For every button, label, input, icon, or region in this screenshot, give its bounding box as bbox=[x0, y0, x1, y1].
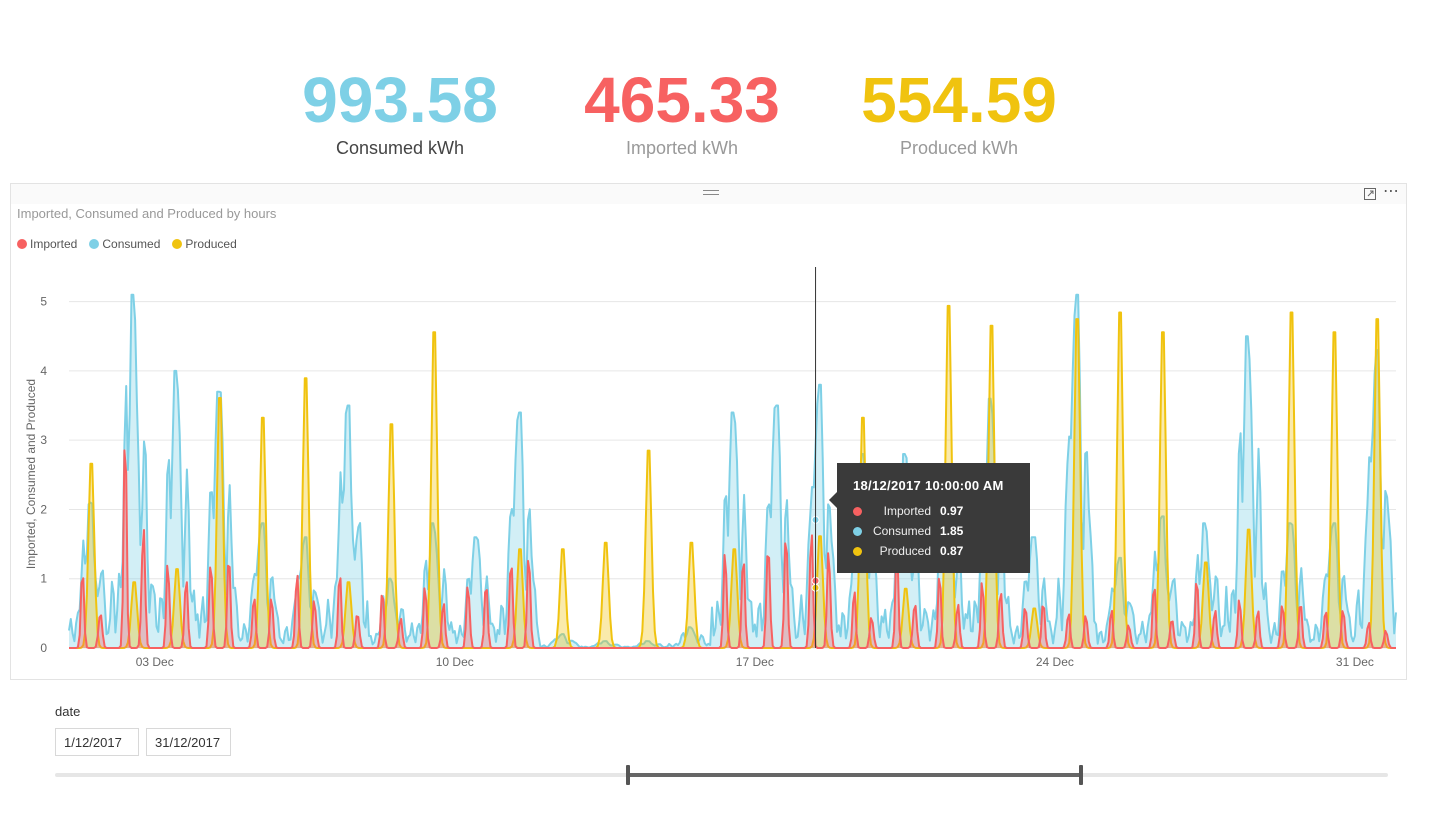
legend-dot-consumed bbox=[89, 239, 100, 249]
y-tick-label: 2 bbox=[40, 502, 47, 516]
tooltip-dot-consumed bbox=[853, 526, 862, 536]
focus-mode-icon[interactable] bbox=[1363, 187, 1377, 201]
chart-title: Imported, Consumed and Produced by hours bbox=[17, 206, 277, 221]
slicer-handle-end[interactable] bbox=[1079, 765, 1084, 785]
series-area-consumed bbox=[69, 294, 1396, 648]
y-tick-label: 4 bbox=[40, 364, 47, 378]
x-tick-label: 31 Dec bbox=[1336, 655, 1374, 669]
tooltip-value-imported: 0.97 bbox=[940, 504, 964, 518]
tooltip-dot-produced bbox=[853, 546, 862, 556]
tooltip-row-produced: Produced 0.87 bbox=[853, 541, 1030, 561]
slicer-selected-range[interactable] bbox=[628, 773, 1082, 777]
chart-legend: Imported Consumed Produced bbox=[17, 237, 249, 251]
x-tick-label: 03 Dec bbox=[136, 655, 174, 669]
slicer-start-date-input[interactable]: 1/12/2017 bbox=[55, 728, 139, 756]
legend-item-consumed[interactable]: Consumed bbox=[89, 237, 160, 251]
kpi-label-consumed: Consumed kWh bbox=[335, 138, 465, 158]
series-line-consumed bbox=[68, 293, 1397, 649]
legend-item-produced[interactable]: Produced bbox=[172, 237, 237, 251]
visual-header: ⋯ bbox=[11, 184, 1406, 204]
slicer-label: date bbox=[55, 704, 81, 719]
kpi-card-consumed: 993.58 Consumed kWh bbox=[270, 66, 530, 159]
chart-plot[interactable]: 0 1 2 3 4 5 03 Dec 10 Dec 17 Dec 24 Dec 31 Dec Imp… bbox=[11, 184, 1406, 679]
slicer-end-date-input[interactable]: 31/12/2017 bbox=[146, 728, 231, 756]
tooltip-value-produced: 0.87 bbox=[940, 544, 964, 558]
legend-item-imported[interactable]: Imported bbox=[17, 237, 77, 251]
kpi-value-imported: 465.33 bbox=[584, 64, 780, 136]
y-tick-label: 5 bbox=[40, 295, 47, 309]
x-tick-label: 10 Dec bbox=[436, 655, 474, 669]
y-axis-title: Imported, Consumed and Produced bbox=[24, 379, 38, 569]
kpi-label-produced: Produced kWh bbox=[899, 138, 1019, 158]
tooltip-name-produced: Produced bbox=[879, 544, 931, 558]
legend-dot-imported bbox=[17, 239, 27, 249]
legend-label-produced: Produced bbox=[185, 237, 237, 251]
kpi-card-produced: 554.59 Produced kWh bbox=[829, 66, 1089, 159]
y-tick-label: 1 bbox=[40, 572, 47, 586]
tooltip-row-consumed: Consumed 1.85 bbox=[853, 521, 1030, 541]
tooltip-name-imported: Imported bbox=[883, 504, 931, 518]
y-tick-label: 3 bbox=[40, 433, 47, 447]
axis-layer: 0 1 2 3 4 5 03 Dec 10 Dec 17 Dec 24 Dec 31 Dec bbox=[40, 295, 1374, 669]
kpi-value-produced: 554.59 bbox=[861, 64, 1057, 136]
legend-label-consumed: Consumed bbox=[102, 237, 161, 251]
slicer-handle-start[interactable] bbox=[626, 765, 631, 785]
x-tick-label: 17 Dec bbox=[736, 655, 774, 669]
legend-dot-produced bbox=[172, 239, 183, 249]
tooltip-title: 18/12/2017 10:00:00 AM bbox=[853, 478, 1004, 493]
y-tick-label: 0 bbox=[40, 641, 47, 655]
tooltip-name-consumed: Consumed bbox=[872, 524, 931, 538]
chart-tooltip: 18/12/2017 10:00:00 AM Imported 0.97 Con… bbox=[829, 463, 1030, 573]
tooltip-value-consumed: 1.85 bbox=[940, 524, 964, 538]
kpi-label-imported: Imported kWh bbox=[625, 138, 739, 158]
kpi-card-imported: 465.33 Imported kWh bbox=[552, 66, 812, 159]
chart-visual[interactable]: ⋯ Imported, Consumed and Produced by hou… bbox=[10, 183, 1407, 680]
kpi-value-consumed: 993.58 bbox=[302, 64, 498, 136]
legend-label-imported: Imported bbox=[30, 237, 78, 251]
tooltip-dot-imported bbox=[853, 506, 862, 516]
more-options-icon[interactable]: ⋯ bbox=[1383, 183, 1400, 200]
drag-handle-icon[interactable] bbox=[703, 190, 719, 195]
series-line-imported bbox=[69, 449, 1396, 649]
series-layer bbox=[68, 293, 1397, 649]
tooltip-row-imported: Imported 0.97 bbox=[853, 501, 1030, 521]
x-tick-label: 24 Dec bbox=[1036, 655, 1074, 669]
